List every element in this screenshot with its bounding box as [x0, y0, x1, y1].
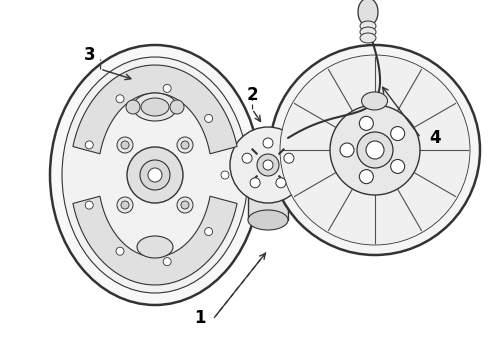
Circle shape — [242, 153, 252, 163]
Polygon shape — [73, 196, 237, 285]
Circle shape — [221, 171, 229, 179]
Circle shape — [116, 247, 124, 255]
Ellipse shape — [133, 93, 177, 121]
Text: 2: 2 — [246, 86, 258, 104]
Ellipse shape — [360, 33, 376, 43]
Circle shape — [263, 160, 273, 170]
Ellipse shape — [360, 27, 376, 37]
Circle shape — [127, 147, 183, 203]
Circle shape — [181, 201, 189, 209]
Text: 4: 4 — [429, 129, 441, 147]
Circle shape — [257, 154, 279, 176]
Circle shape — [263, 138, 273, 148]
Circle shape — [340, 143, 354, 157]
Ellipse shape — [137, 236, 173, 258]
Circle shape — [163, 258, 171, 266]
Circle shape — [250, 178, 260, 188]
Circle shape — [205, 228, 213, 235]
Circle shape — [280, 55, 470, 245]
Ellipse shape — [248, 210, 288, 230]
Circle shape — [116, 95, 124, 103]
Ellipse shape — [62, 57, 248, 293]
Circle shape — [270, 45, 480, 255]
Circle shape — [117, 137, 133, 153]
Circle shape — [85, 201, 93, 209]
Circle shape — [163, 84, 171, 92]
Circle shape — [140, 160, 170, 190]
Ellipse shape — [358, 0, 378, 26]
Ellipse shape — [141, 98, 169, 116]
Circle shape — [126, 100, 140, 114]
Polygon shape — [248, 160, 288, 220]
Polygon shape — [73, 65, 237, 154]
Circle shape — [330, 105, 420, 195]
Circle shape — [359, 170, 373, 184]
Circle shape — [359, 116, 373, 130]
Circle shape — [284, 153, 294, 163]
Ellipse shape — [362, 92, 388, 110]
Text: 1: 1 — [194, 309, 206, 327]
Circle shape — [276, 178, 286, 188]
Ellipse shape — [360, 21, 376, 31]
Ellipse shape — [230, 127, 306, 203]
Circle shape — [117, 197, 133, 213]
Text: 3: 3 — [84, 46, 96, 64]
Circle shape — [177, 197, 193, 213]
Ellipse shape — [50, 45, 260, 305]
Circle shape — [391, 159, 405, 174]
Circle shape — [366, 141, 384, 159]
Circle shape — [205, 114, 213, 122]
Circle shape — [148, 168, 162, 182]
Circle shape — [357, 132, 393, 168]
Circle shape — [391, 127, 405, 140]
Circle shape — [121, 141, 129, 149]
Circle shape — [85, 141, 93, 149]
Circle shape — [177, 137, 193, 153]
Circle shape — [121, 201, 129, 209]
Circle shape — [170, 100, 184, 114]
Circle shape — [181, 141, 189, 149]
